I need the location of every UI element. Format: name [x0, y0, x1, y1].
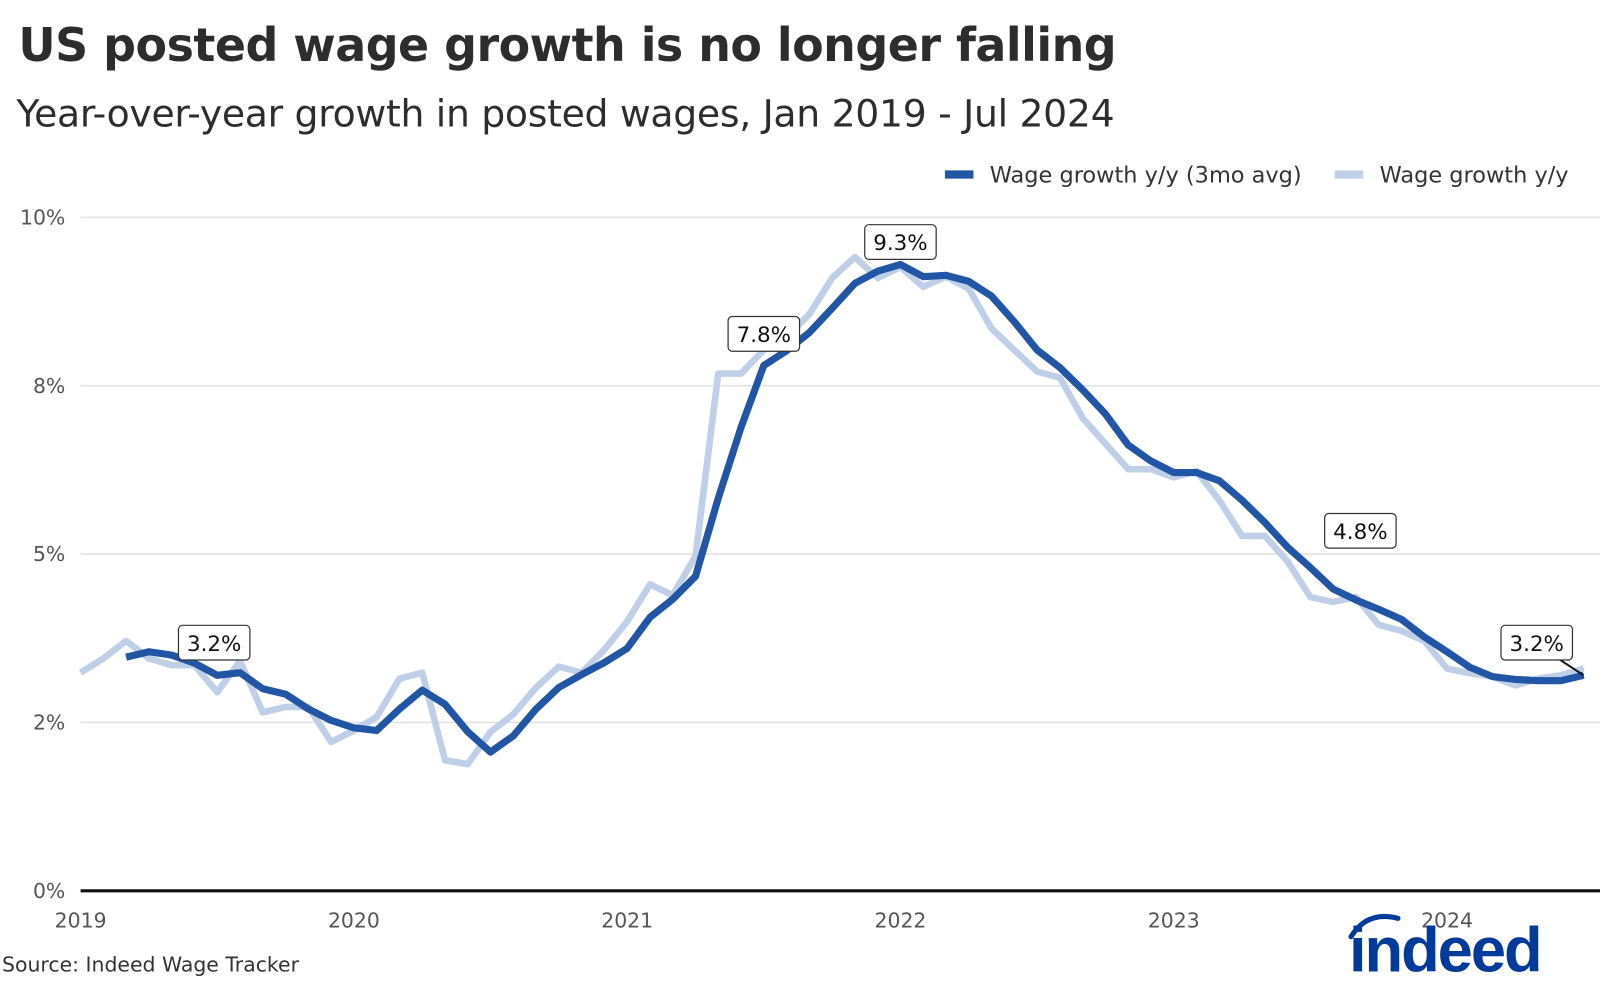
annotation-box: [864, 224, 937, 260]
y-tick-label: 5%: [33, 542, 65, 566]
x-tick-label: 2019: [55, 909, 107, 933]
legend-label: Wage growth y/y: [1380, 163, 1569, 189]
x-tick-label: 2020: [328, 909, 380, 933]
chart-subtitle: Year-over-year growth in posted wages, J…: [16, 91, 1115, 136]
annotation-box: [1324, 512, 1397, 549]
annotation-box: [727, 315, 801, 352]
chart-title: US posted wage growth is no longer falli…: [18, 18, 1117, 73]
x-tick-label: 2021: [601, 909, 653, 933]
series-line-monthly: [78, 253, 1585, 768]
x-tick-label: 2022: [875, 909, 927, 933]
y-tick-label: 0%: [33, 879, 65, 903]
series-line-3mo-avg: [125, 260, 1585, 756]
annotation-label: 4.8%: [1333, 520, 1387, 545]
source-note: Source: Indeed Wage Tracker: [2, 952, 299, 977]
annotation-leader: [1556, 657, 1585, 677]
indeed-logo: indeed: [1345, 906, 1549, 985]
x-tick-label: 2023: [1148, 909, 1200, 933]
annotation-label: 9.3%: [873, 231, 927, 256]
annotation-box: [1500, 624, 1574, 661]
annotation-label: 3.2%: [187, 632, 241, 657]
y-tick-label: 2%: [33, 711, 65, 735]
annotation-box: [177, 624, 251, 661]
legend-label: Wage growth y/y (3mo avg): [990, 163, 1302, 189]
svg-text:indeed: indeed: [1349, 915, 1541, 977]
annotation-label: 3.2%: [1510, 632, 1564, 657]
y-tick-label: 8%: [33, 374, 65, 398]
y-tick-label: 10%: [20, 205, 65, 229]
x-tick-label: 2024: [1421, 909, 1473, 933]
annotation-label: 7.8%: [737, 323, 791, 348]
